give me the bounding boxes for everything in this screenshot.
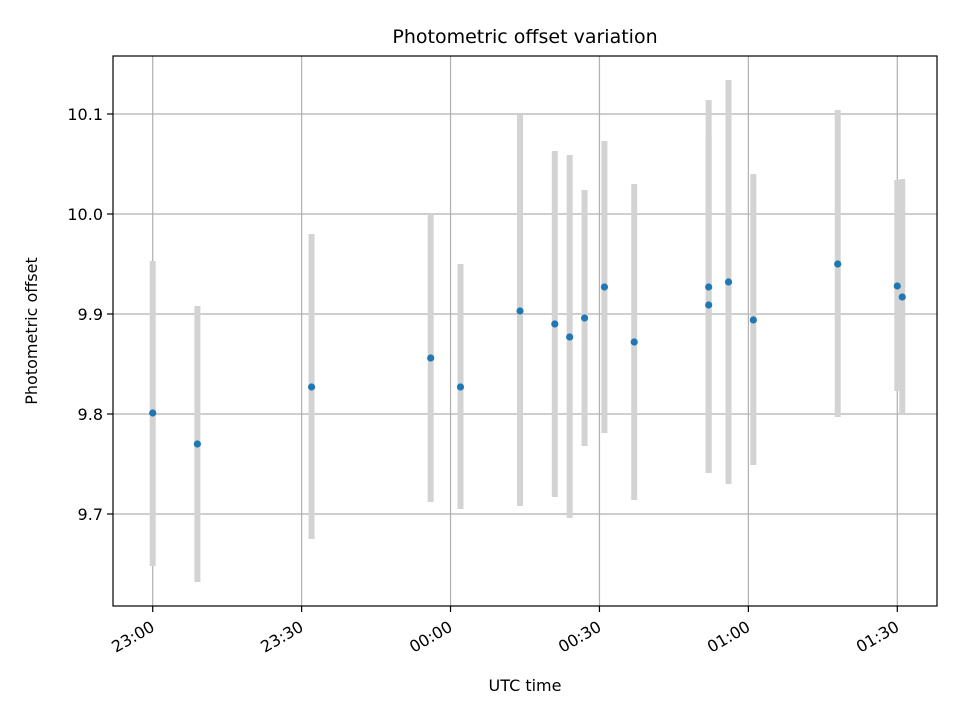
data-point — [898, 293, 906, 301]
y-axis-ticks: 9.7 9.8 9.9 10.0 10.1 — [67, 105, 113, 524]
data-point — [516, 307, 524, 315]
x-tick-label: 23:30 — [257, 617, 306, 657]
data-point — [551, 320, 559, 328]
y-tick-label: 9.7 — [78, 505, 103, 524]
data-point — [749, 316, 757, 324]
y-tick-label: 10.0 — [67, 205, 103, 224]
chart-title: Photometric offset variation — [392, 26, 657, 48]
data-point — [456, 383, 465, 391]
x-tick-label: 01:30 — [853, 617, 902, 657]
data-point — [580, 314, 589, 322]
y-tick-label: 9.9 — [78, 305, 103, 324]
data-point — [566, 333, 574, 341]
data-point — [149, 409, 157, 417]
data-point — [193, 440, 201, 448]
data-point — [630, 338, 638, 346]
x-tick-label: 00:30 — [555, 617, 604, 657]
x-axis-ticks: 23:00 23:30 00:00 00:30 01:00 01:30 — [108, 606, 902, 657]
data-point — [600, 283, 609, 291]
data-point — [307, 383, 316, 391]
error-bars — [149, 80, 906, 582]
x-tick-label: 00:00 — [406, 617, 455, 657]
data-point — [705, 283, 713, 291]
data-point — [834, 260, 842, 268]
data-point — [427, 354, 435, 362]
y-tick-label: 10.1 — [67, 105, 103, 124]
data-point — [724, 278, 733, 286]
plot-frame — [112, 55, 938, 607]
x-axis-label: UTC time — [489, 676, 562, 695]
grid-lines — [113, 56, 937, 606]
data-points — [149, 260, 906, 448]
data-point — [705, 301, 713, 309]
data-point — [893, 282, 901, 290]
y-tick-label: 9.8 — [78, 405, 103, 424]
x-tick-label: 23:00 — [108, 617, 157, 657]
y-axis-label: Photometric offset — [22, 257, 41, 405]
x-tick-label: 01:00 — [704, 617, 753, 657]
